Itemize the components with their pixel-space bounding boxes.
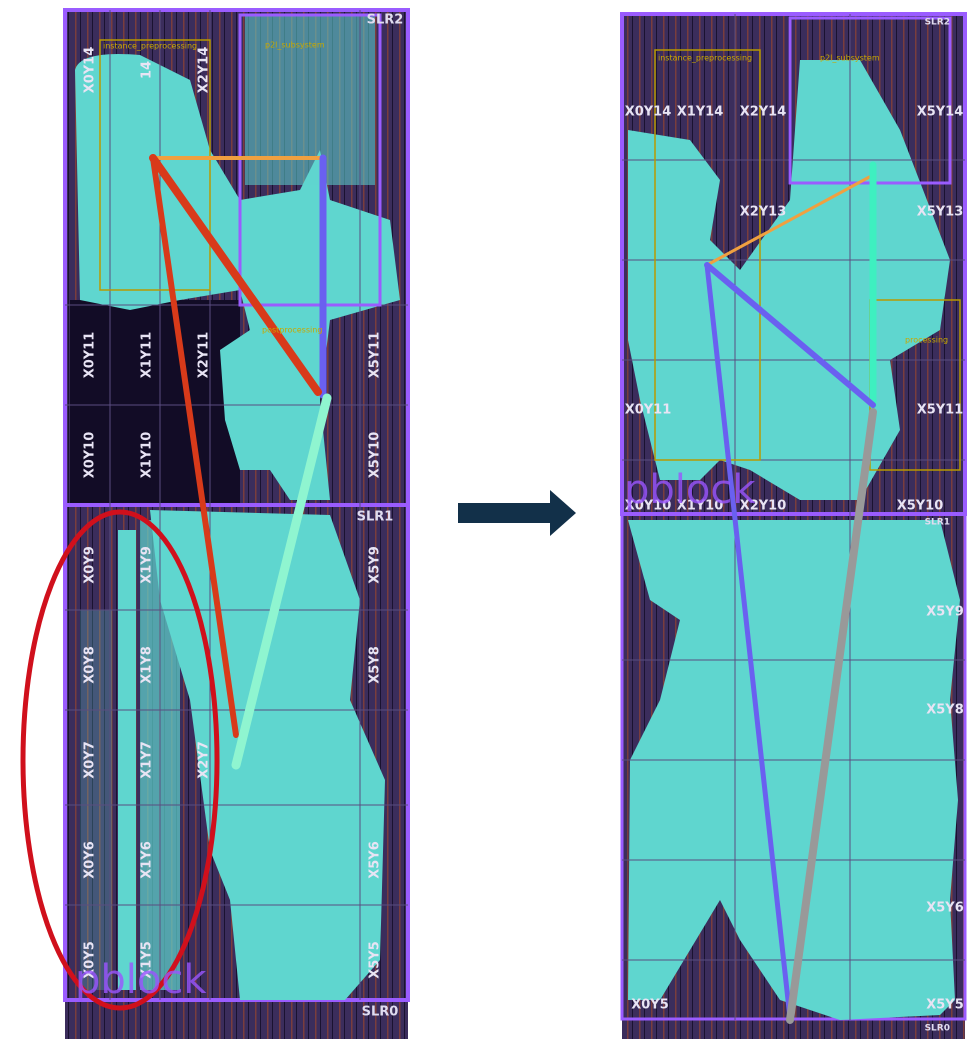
clock-region-label: X1Y14 bbox=[677, 105, 724, 120]
clock-region-label: X0Y9 bbox=[83, 546, 98, 584]
left-device bbox=[23, 10, 408, 1039]
floorplan-comparison: SLR2 SLR1 SLR0 X0Y14 14 X2Y14 X0Y11 X1Y11 X2Y11 X… bbox=[0, 0, 971, 1039]
pblock-name: postprocessing bbox=[262, 326, 322, 335]
clock-region-label: X1Y11 bbox=[140, 332, 155, 379]
clock-region-label: X5Y5 bbox=[368, 941, 383, 979]
slr-label: SLR2 bbox=[367, 13, 404, 28]
clock-region-label: X2Y14 bbox=[740, 105, 787, 120]
pblock-label: pblock bbox=[624, 467, 756, 513]
clock-region-label: X5Y6 bbox=[926, 901, 964, 916]
clock-region-label: X0Y8 bbox=[83, 646, 98, 684]
pblock-name: instance_preprocessing bbox=[658, 54, 752, 63]
pblock-label: pblock bbox=[75, 957, 207, 1003]
clock-region-label: X2Y13 bbox=[740, 205, 787, 220]
clock-region-label: X5Y8 bbox=[368, 646, 383, 684]
placed-cells bbox=[628, 60, 960, 1020]
clock-region-label: X2Y7 bbox=[197, 741, 212, 779]
clock-region-label: X0Y7 bbox=[83, 741, 98, 779]
clock-region-label: X5Y14 bbox=[917, 105, 964, 120]
clock-region-label: X5Y11 bbox=[368, 332, 383, 379]
clock-region-label: X5Y13 bbox=[917, 205, 964, 220]
clock-region-label: X1Y9 bbox=[140, 546, 155, 584]
slr-label: SLR2 bbox=[925, 18, 950, 28]
clock-region-label: X1Y10 bbox=[140, 432, 155, 479]
slr-label: SLR0 bbox=[925, 1024, 950, 1034]
clock-region-label: X5Y9 bbox=[368, 546, 383, 584]
clock-region-label: X5Y6 bbox=[368, 841, 383, 879]
clock-region-label: X0Y10 bbox=[83, 432, 98, 479]
clock-region-label: X5Y8 bbox=[926, 703, 964, 718]
clock-region-label: X2Y11 bbox=[197, 332, 212, 379]
clock-region-label: X2Y14 bbox=[197, 47, 212, 94]
clock-region-label: X0Y14 bbox=[83, 47, 98, 94]
pblock-name: instance_preprocessing bbox=[103, 42, 197, 51]
clock-region-label: X1Y7 bbox=[140, 741, 155, 779]
clock-region-label: X0Y6 bbox=[83, 841, 98, 879]
clock-region-label: X5Y11 bbox=[917, 403, 964, 418]
clock-region-label: X0Y11 bbox=[625, 403, 672, 418]
right-device bbox=[622, 14, 965, 1039]
clock-region-label: X5Y10 bbox=[368, 432, 383, 479]
pblock-name: p2l_subsystem bbox=[265, 41, 325, 50]
slr-label: SLR1 bbox=[925, 518, 950, 528]
pblock-name: p2l_subsystem bbox=[820, 54, 880, 63]
clock-region-label: X5Y10 bbox=[897, 499, 944, 514]
clock-region-label: X5Y5 bbox=[926, 998, 964, 1013]
clock-region-label: X1Y6 bbox=[140, 841, 155, 879]
clock-region-label: 14 bbox=[140, 61, 155, 79]
slr-label: SLR1 bbox=[357, 510, 394, 525]
clock-region-label: X0Y11 bbox=[83, 332, 98, 379]
clock-region-label: X0Y5 bbox=[631, 998, 669, 1013]
clock-region-label: X5Y9 bbox=[926, 605, 964, 620]
slr-label: SLR0 bbox=[362, 1005, 399, 1020]
clock-region-label: X0Y14 bbox=[625, 105, 672, 120]
arrow bbox=[458, 490, 576, 536]
pblock-name: processing bbox=[905, 336, 948, 345]
clock-region-label: X1Y8 bbox=[140, 646, 155, 684]
